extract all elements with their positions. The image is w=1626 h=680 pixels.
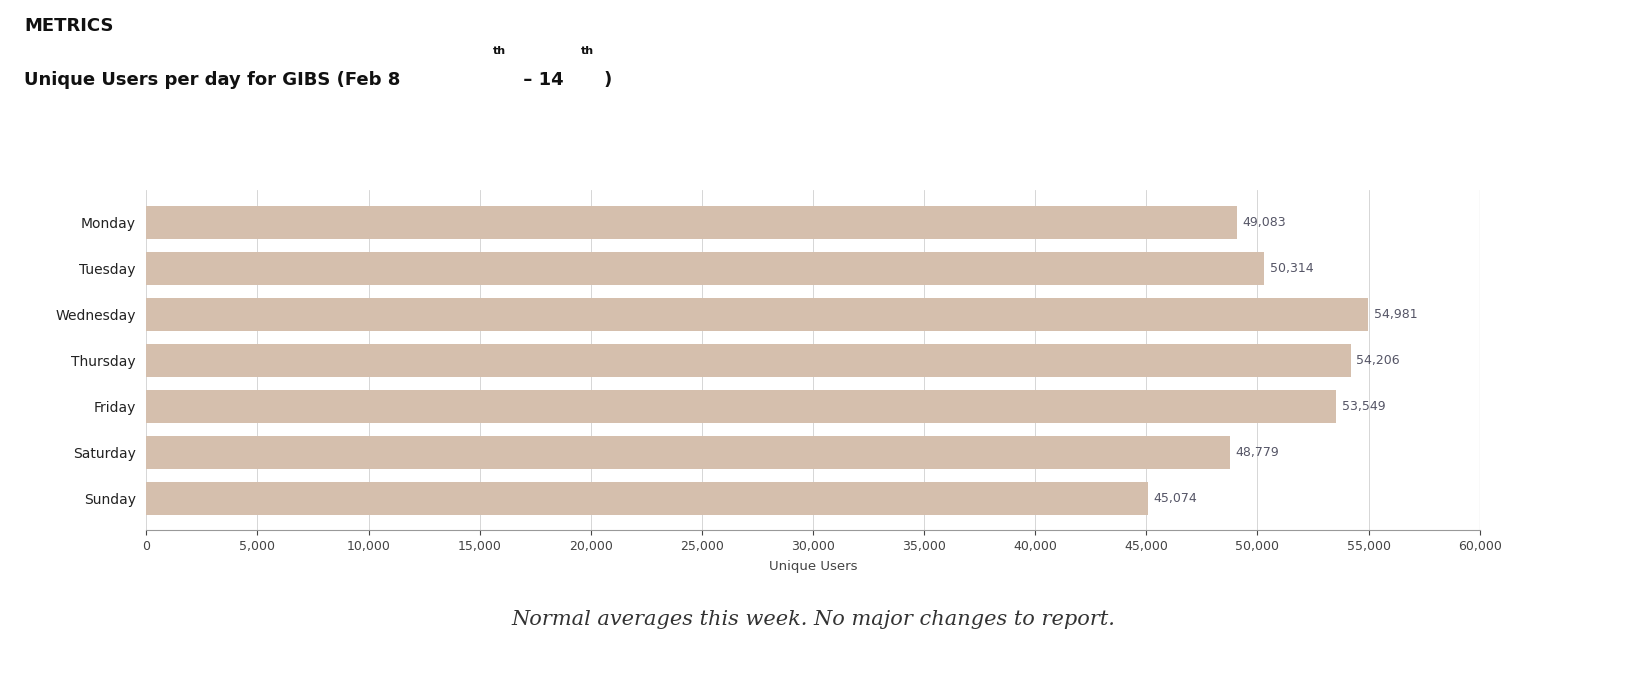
Text: th: th [493, 46, 506, 56]
X-axis label: Unique Users: Unique Users [769, 560, 857, 573]
Bar [146, 390, 1337, 423]
Bar [146, 344, 1351, 377]
Text: 54,981: 54,981 [1374, 308, 1418, 321]
Bar [146, 252, 1265, 285]
Text: 53,549: 53,549 [1341, 400, 1385, 413]
Text: 48,779: 48,779 [1236, 446, 1280, 459]
Text: Unique Users per day for GIBS (Feb 8: Unique Users per day for GIBS (Feb 8 [24, 71, 400, 89]
Text: 45,074: 45,074 [1153, 492, 1197, 505]
Bar [146, 436, 1231, 469]
Text: METRICS: METRICS [24, 17, 114, 35]
Text: – 14: – 14 [517, 71, 564, 89]
Text: th: th [580, 46, 593, 56]
Text: Normal averages this week. No major changes to report.: Normal averages this week. No major chan… [511, 610, 1115, 629]
Bar [146, 298, 1367, 331]
Text: 49,083: 49,083 [1242, 216, 1286, 229]
Text: 50,314: 50,314 [1270, 262, 1314, 275]
Text: 54,206: 54,206 [1356, 354, 1400, 367]
Bar [146, 482, 1148, 515]
Text: ): ) [603, 71, 611, 89]
Bar [146, 206, 1237, 239]
